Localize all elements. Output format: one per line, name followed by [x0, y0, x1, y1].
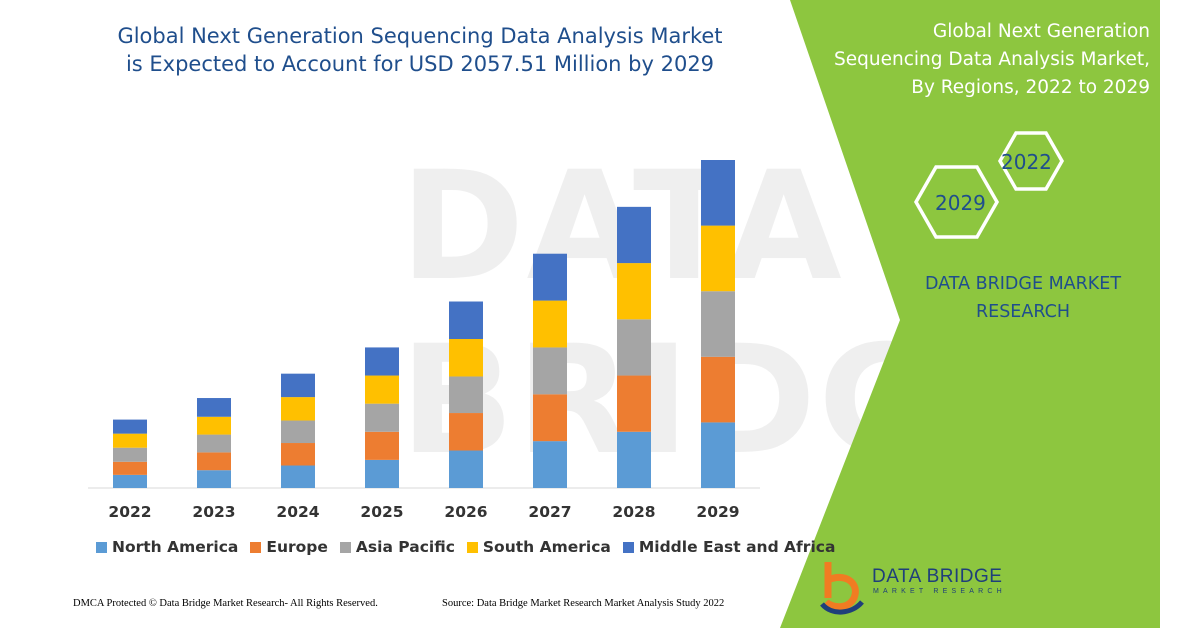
- bar-segment: [113, 447, 147, 462]
- chart-title: Global Next Generation Sequencing Data A…: [117, 24, 723, 76]
- x-tick-label: 2029: [696, 503, 739, 521]
- legend-swatch: [96, 541, 107, 553]
- x-tick-label: 2025: [360, 503, 403, 521]
- bar-segment: [533, 253, 567, 301]
- bar-segment: [281, 397, 315, 421]
- legend-item: South America: [466, 538, 611, 556]
- bar-segment: [197, 416, 231, 435]
- bar-segment: [281, 420, 315, 444]
- bar-segment: [449, 413, 483, 451]
- hex-year-label: 2022: [1001, 150, 1052, 174]
- legend-item: Asia Pacific: [339, 538, 455, 556]
- legend-label: South America: [482, 538, 611, 556]
- x-tick-label: 2027: [528, 503, 571, 521]
- bar-segment: [617, 375, 651, 432]
- stacked-bar-chart: 2022 2023 2024 2025 2026 2027 2028 2029: [88, 160, 760, 521]
- panel-title: Global Next Generation Sequencing Data A…: [834, 21, 1150, 98]
- legend-swatch: [466, 541, 478, 553]
- bar-segment: [365, 459, 399, 488]
- bar-segment: [449, 376, 483, 414]
- bar-segment: [449, 338, 483, 377]
- bar-segment: [449, 301, 483, 339]
- hex-year-label: 2029: [935, 191, 986, 215]
- legend-label: Middle East and Africa: [638, 538, 836, 556]
- bar-segment: [281, 373, 315, 398]
- x-tick-label: 2022: [108, 503, 151, 521]
- bar-segment: [281, 443, 315, 466]
- logo-name: DATA BRIDGE: [872, 566, 1003, 587]
- bar-segment: [701, 422, 735, 488]
- bar-segment: [617, 206, 651, 264]
- legend-label: North America: [112, 538, 239, 556]
- bar-segment: [365, 403, 399, 432]
- bar-segment: [701, 160, 735, 226]
- legend-swatch: [339, 541, 351, 553]
- legend-label: Asia Pacific: [355, 538, 455, 556]
- x-tick-label: 2028: [612, 503, 655, 521]
- bar-segment: [365, 375, 399, 404]
- bar-segment: [197, 398, 231, 417]
- bar-segment: [113, 474, 147, 488]
- bar-segment: [113, 461, 147, 475]
- bar-segment: [701, 225, 735, 292]
- legend-item: North America: [96, 538, 238, 556]
- bar-segment: [701, 356, 735, 423]
- legend-item: Europe: [250, 538, 328, 556]
- bar-segment: [365, 431, 399, 460]
- bar-segment: [449, 450, 483, 488]
- copyright-footer: DMCA Protected © Data Bridge Market Rese…: [73, 598, 378, 609]
- x-tick-label: 2026: [444, 503, 487, 521]
- source-footer: Source: Data Bridge Market Research Mark…: [442, 598, 725, 609]
- legend-label: Europe: [266, 538, 328, 556]
- bar-segment: [281, 465, 315, 488]
- brand-text: DATA BRIDGE MARKET RESEARCH: [924, 274, 1122, 322]
- bar-segment: [617, 431, 651, 488]
- bar-segment: [533, 347, 567, 395]
- hexagon-2022: [997, 131, 1065, 191]
- bar-segment: [197, 434, 231, 453]
- bar-segment: [617, 319, 651, 376]
- bar-segment: [533, 441, 567, 488]
- bar-segment: [197, 470, 231, 488]
- bar-segment: [113, 433, 147, 448]
- legend-item: Middle East and Africa: [622, 538, 836, 556]
- chart-legend: North America Europe Asia Pacific South …: [96, 538, 835, 556]
- x-tick-label: 2024: [276, 503, 319, 521]
- bar-segment: [533, 394, 567, 442]
- bar-segment: [365, 347, 399, 376]
- bar-segment: [701, 291, 735, 357]
- hexagon-2029: [913, 165, 1000, 239]
- bar-segment: [617, 263, 651, 320]
- x-tick-label: 2023: [192, 503, 235, 521]
- bar-segment: [533, 300, 567, 348]
- legend-swatch: [250, 541, 262, 553]
- legend-swatch: [622, 541, 634, 553]
- logo-tagline: MARKET RESEARCH: [873, 588, 1006, 595]
- bar-segment: [197, 452, 231, 471]
- bar-segment: [113, 419, 147, 434]
- data-bridge-logo-icon: [820, 562, 864, 615]
